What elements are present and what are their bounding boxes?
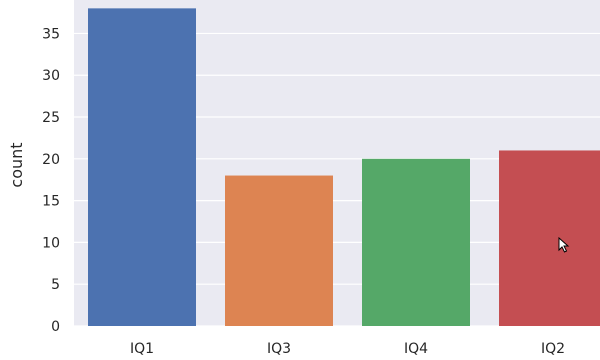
y-tick-label: 30 (42, 68, 60, 84)
x-tick-label: IQ4 (404, 341, 428, 357)
x-tick-label: IQ1 (130, 341, 154, 357)
y-tick-label: 5 (51, 277, 60, 293)
bar-iq4 (362, 158, 470, 326)
y-axis-label: count (7, 142, 26, 187)
y-tick-label: 35 (42, 26, 60, 42)
mouse-pointer-icon (558, 236, 570, 253)
y-tick-label: 10 (42, 235, 60, 251)
bar-iq3 (225, 175, 333, 326)
y-tick-label: 25 (42, 110, 60, 126)
x-tick-label: IQ2 (541, 341, 565, 357)
y-tick-label: 20 (42, 152, 60, 168)
x-tick-label: IQ3 (267, 341, 291, 357)
bar-iq2 (499, 150, 600, 326)
y-tick-label: 0 (51, 319, 60, 335)
y-tick-label: 15 (42, 194, 60, 210)
bar-iq1 (88, 8, 196, 326)
